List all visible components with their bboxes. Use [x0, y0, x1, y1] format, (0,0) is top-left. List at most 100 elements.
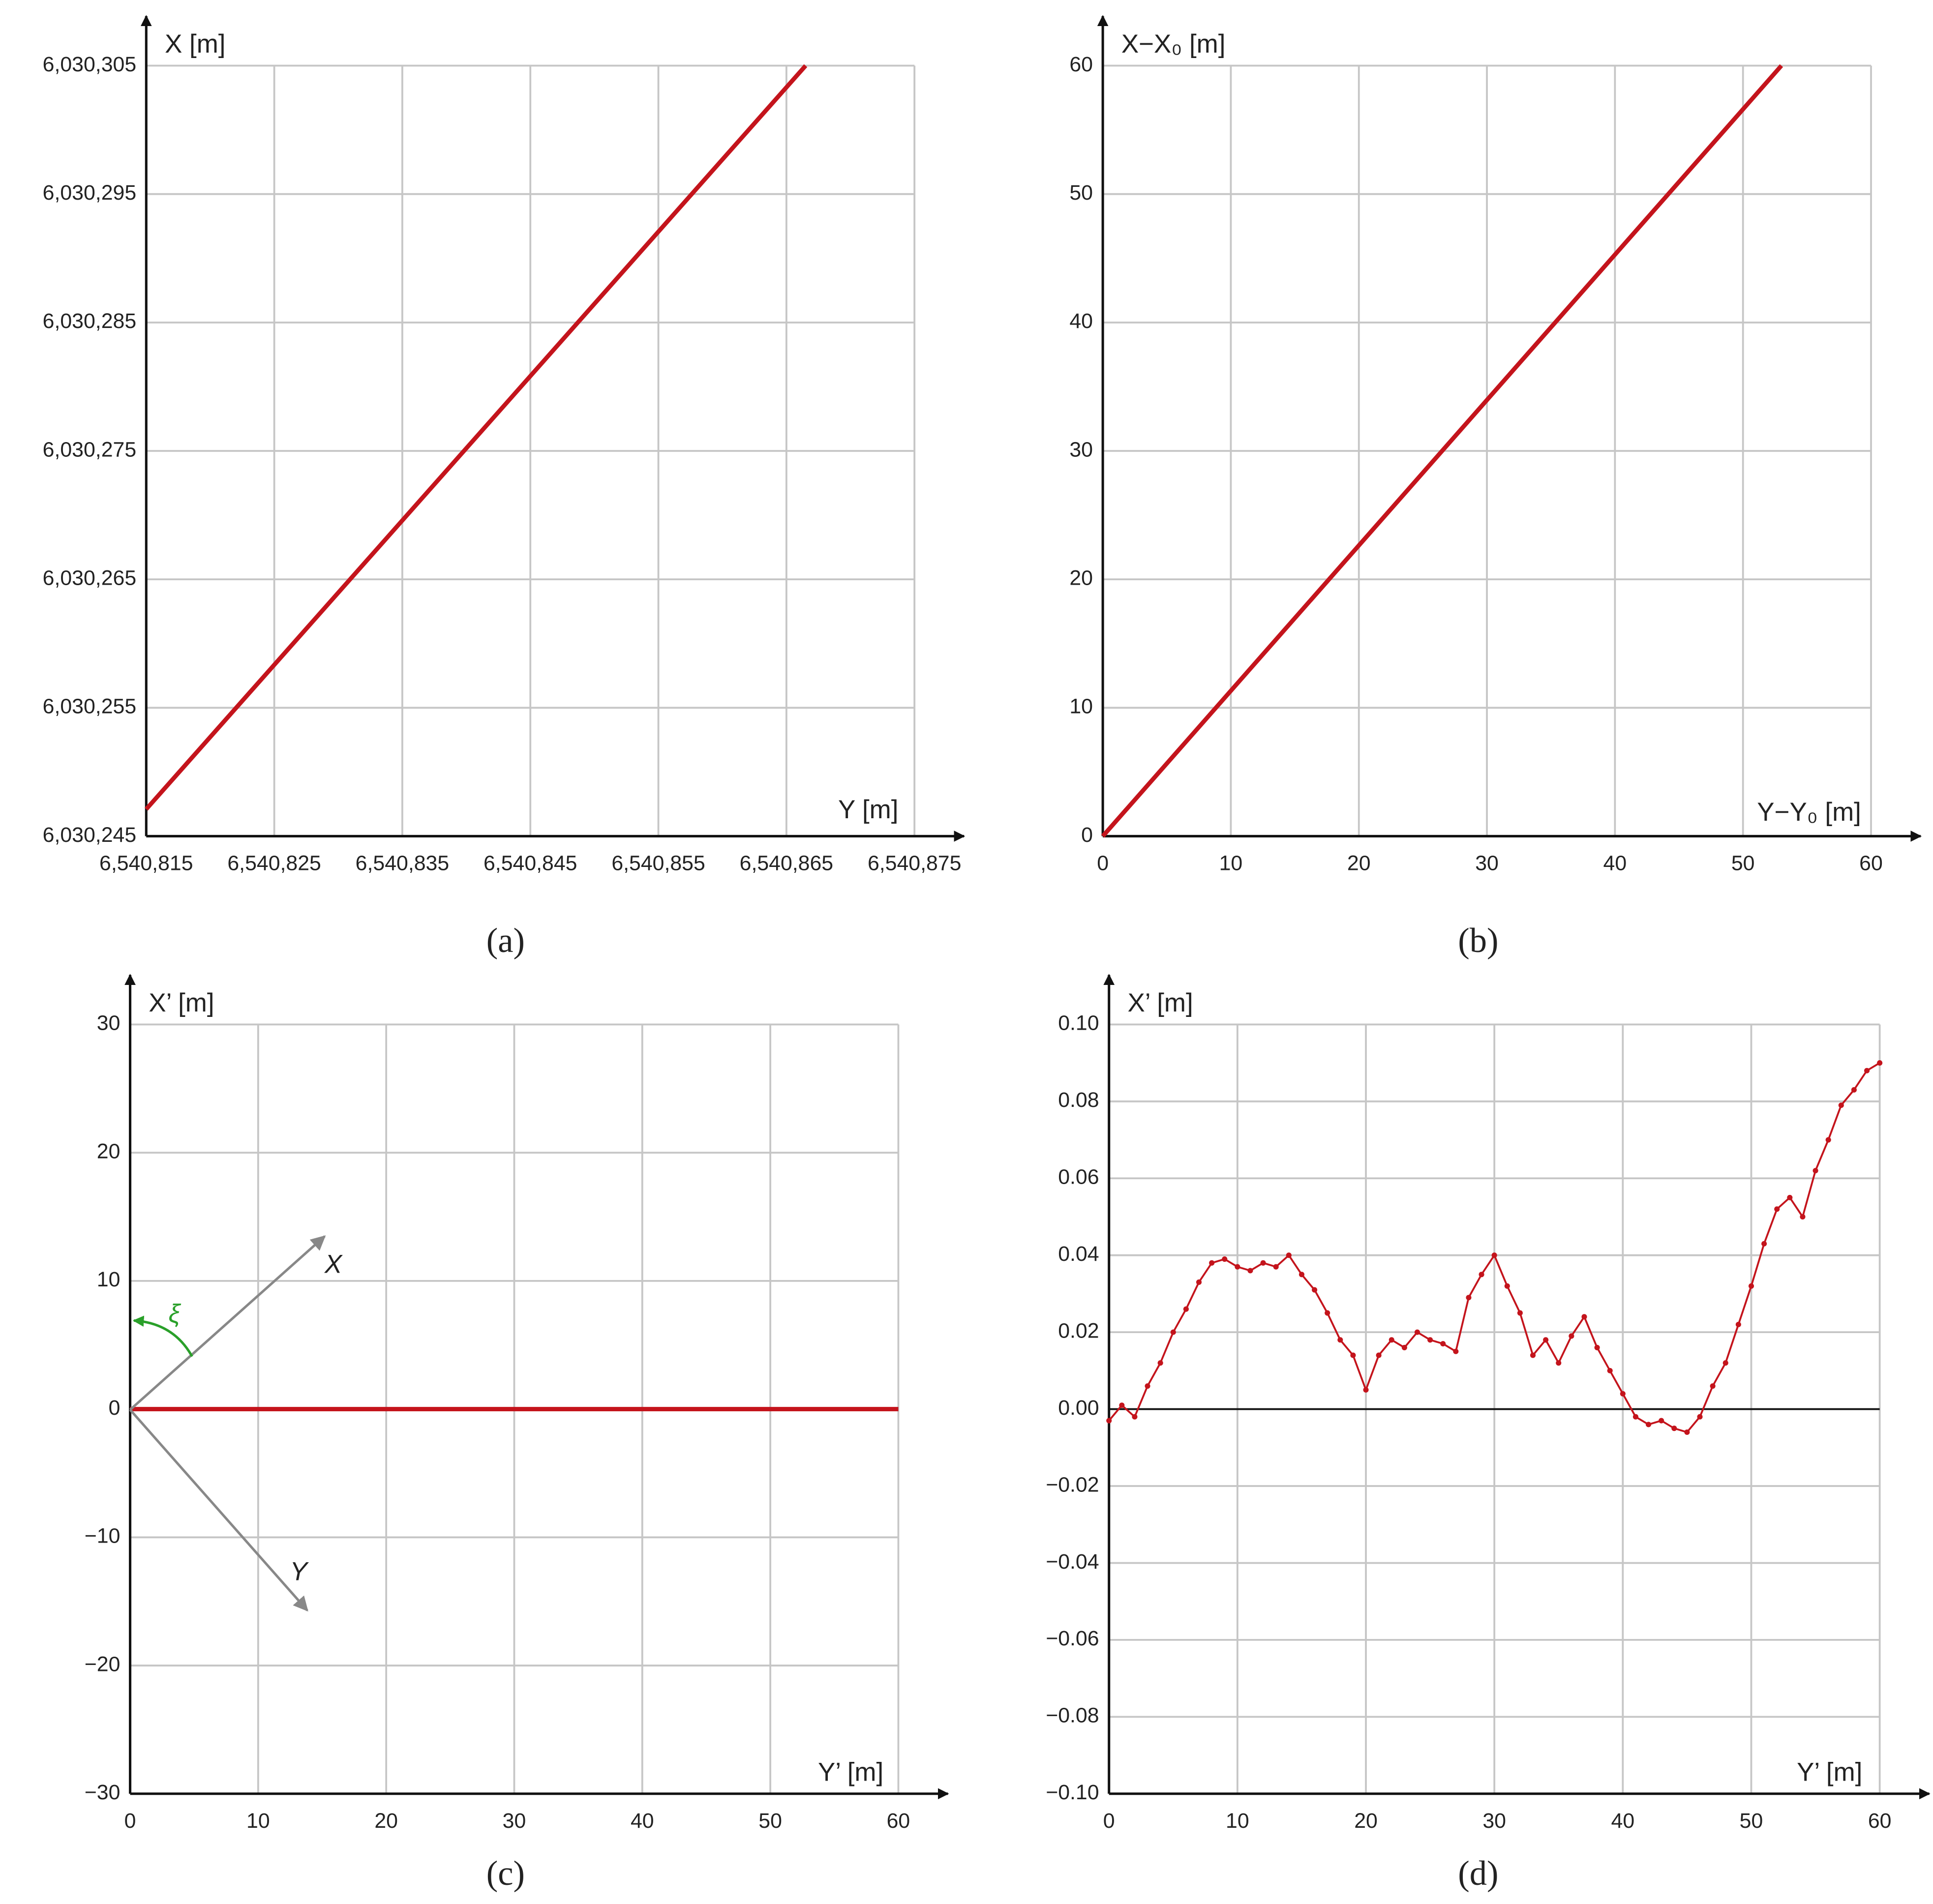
- data-point: [1363, 1387, 1369, 1393]
- x-tick-label: 6,540,855: [611, 852, 705, 875]
- y-tick-label: 30: [97, 1012, 121, 1035]
- rotated-x-arrow: [129, 1235, 326, 1411]
- data-point: [1389, 1337, 1394, 1343]
- y-tick-label: 6,030,285: [43, 309, 136, 333]
- data-point: [1312, 1287, 1318, 1293]
- data-point: [1877, 1060, 1883, 1066]
- x-tick-label: 40: [1611, 1809, 1635, 1833]
- annotation-layer: X Y ξ: [129, 1235, 343, 1612]
- x-tick-label: 6,540,875: [868, 852, 961, 875]
- y-tick-label: 6,030,275: [43, 438, 136, 461]
- data-point: [1247, 1268, 1253, 1274]
- panel-label: (a): [486, 922, 525, 960]
- data-point: [1337, 1337, 1343, 1343]
- data-point: [1235, 1264, 1240, 1270]
- data-point: [1517, 1310, 1523, 1316]
- data-point: [1132, 1414, 1138, 1420]
- data-point: [1581, 1314, 1587, 1320]
- data-point: [1787, 1194, 1793, 1200]
- x-tick-label: 10: [1226, 1809, 1249, 1833]
- x-tick-label: 6,540,865: [740, 852, 833, 875]
- data-point: [1620, 1391, 1626, 1397]
- x-tick-label: 20: [374, 1809, 398, 1833]
- y-tick-label: 0.02: [1058, 1319, 1099, 1342]
- x-tick-label: 60: [1859, 852, 1883, 875]
- data-point: [1350, 1352, 1356, 1358]
- x-axis-label: Y−Y₀ [m]: [1757, 798, 1861, 827]
- y-tick-label: 0: [109, 1396, 121, 1420]
- data-point: [1453, 1348, 1459, 1354]
- x-tick-label: 10: [1219, 852, 1243, 875]
- y-tick-label: 10: [1069, 695, 1093, 718]
- data-point: [1825, 1137, 1831, 1143]
- data-point: [1145, 1383, 1150, 1389]
- data-layer: [130, 64, 1883, 1435]
- data-line: [144, 64, 808, 811]
- y-axis-label: X [m]: [165, 30, 225, 59]
- rotated-y-arrow: [129, 1409, 308, 1612]
- x-tick-label: 50: [1731, 852, 1755, 875]
- data-point: [1864, 1068, 1870, 1073]
- data-point: [1543, 1337, 1549, 1343]
- data-point: [1466, 1295, 1472, 1301]
- x-axis-label: Y’ [m]: [1797, 1757, 1862, 1786]
- x-tick-label: 40: [1603, 852, 1627, 875]
- x-tick-label: 6,540,835: [356, 852, 449, 875]
- x-tick-label: 50: [758, 1809, 782, 1833]
- data-point: [1260, 1260, 1266, 1266]
- data-point: [1414, 1329, 1420, 1335]
- data-point: [1697, 1414, 1703, 1420]
- data-point: [1427, 1337, 1433, 1343]
- data-point: [1659, 1418, 1664, 1424]
- y-tick-label: −20: [85, 1652, 121, 1676]
- data-point: [1325, 1310, 1330, 1316]
- y-tick-label: 20: [97, 1139, 121, 1163]
- y-axis-label: X’ [m]: [1127, 988, 1193, 1017]
- y-tick-label: 6,030,305: [43, 53, 136, 76]
- y-tick-label: 30: [1069, 438, 1093, 461]
- data-point: [1286, 1252, 1292, 1258]
- data-point: [1556, 1360, 1562, 1366]
- data-point: [1222, 1256, 1228, 1262]
- data-point: [1196, 1279, 1202, 1285]
- data-point: [1800, 1214, 1806, 1220]
- y-tick-label: 40: [1069, 309, 1093, 333]
- y-tick-label: 0.08: [1058, 1088, 1099, 1112]
- data-point: [1299, 1272, 1304, 1278]
- y-tick-label: 0.10: [1058, 1012, 1099, 1035]
- x-tick-label: 50: [1740, 1809, 1763, 1833]
- y-tick-label: −10: [85, 1524, 121, 1548]
- data-point: [1530, 1352, 1536, 1358]
- data-point: [1170, 1329, 1176, 1335]
- x-tick-label: 20: [1354, 1809, 1378, 1833]
- y-tick-label: −0.08: [1046, 1704, 1099, 1727]
- data-point: [1646, 1422, 1652, 1428]
- y-tick-label: −30: [85, 1781, 121, 1804]
- data-point: [1607, 1368, 1613, 1373]
- data-point: [1106, 1418, 1112, 1424]
- data-point: [1710, 1383, 1716, 1389]
- data-point: [1594, 1344, 1600, 1350]
- data-point: [1684, 1429, 1690, 1435]
- x-tick-label: 6,540,825: [227, 852, 321, 875]
- data-point: [1401, 1344, 1407, 1350]
- y-tick-label: 10: [97, 1268, 121, 1291]
- y-tick-label: 6,030,265: [43, 566, 136, 590]
- data-point: [1569, 1333, 1574, 1339]
- x-tick-label: 30: [503, 1809, 526, 1833]
- y-tick-label: −0.04: [1046, 1550, 1099, 1574]
- panel-label: (b): [1458, 922, 1498, 960]
- y-tick-label: −0.06: [1046, 1627, 1099, 1650]
- grid-layer: 6,540,815 6,540,825 6,540,835 6,540,845 6,54…: [43, 15, 1931, 1893]
- data-point: [1671, 1426, 1677, 1431]
- angle-arc: [132, 1315, 193, 1357]
- annotation: Y: [290, 1557, 309, 1586]
- y-tick-label: 0.00: [1058, 1396, 1099, 1420]
- data-line: [1101, 64, 1783, 838]
- x-tick-label: 6,540,815: [99, 852, 193, 875]
- y-tick-label: 0.06: [1058, 1165, 1099, 1189]
- data-point: [1504, 1283, 1510, 1289]
- x-tick-label: 40: [631, 1809, 654, 1833]
- annotation: X: [324, 1250, 343, 1279]
- data-point: [1273, 1264, 1279, 1270]
